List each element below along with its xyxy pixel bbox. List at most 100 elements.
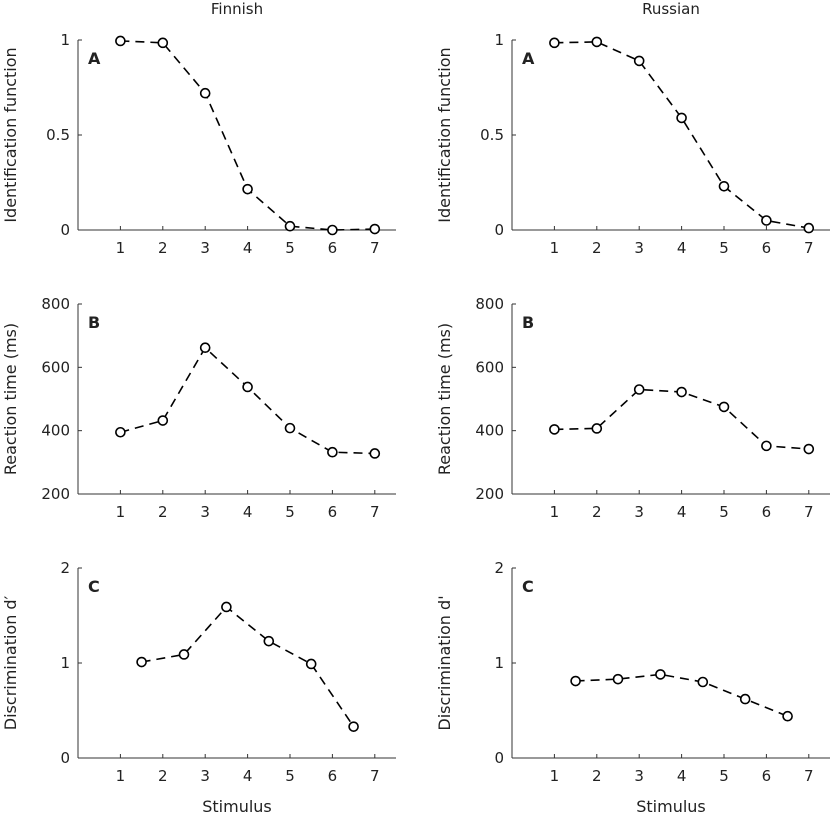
- panel-c-russian-y-tick-label: 2: [494, 559, 504, 577]
- panel-a-finnish-data-point: [284, 220, 296, 232]
- panel-a-russian-y-axis-label: Identification function: [435, 47, 454, 222]
- panel-b-russian-series-line: [554, 388, 809, 450]
- panel-c-finnish-x-tick-label: 2: [158, 767, 168, 785]
- panel-a-russian-data-point: [591, 36, 603, 48]
- panel-a-russian-data-point: [549, 37, 560, 49]
- panel-b-russian-y-axis-label: Reaction time (ms): [435, 323, 454, 475]
- panel-c-finnish-data-point: [305, 658, 317, 670]
- panel-c-finnish-x-tick-label: 7: [370, 767, 380, 785]
- panel-c-finnish-x-tick-label: 4: [243, 767, 253, 785]
- panel-b-finnish-x-tick-label: 4: [243, 503, 253, 521]
- panel-c-finnish-x-tick-label: 3: [200, 767, 210, 785]
- panel-a-russian-y-tick-label: 1: [494, 31, 504, 49]
- panel-a-russian-data-point: [676, 112, 687, 124]
- panel-a-russian-letter: A: [522, 49, 535, 68]
- panel-b-russian-data-point: [761, 440, 772, 452]
- panel-c-russian-data-point: [612, 673, 624, 685]
- panel-b-russian-x-tick-label: 7: [804, 503, 814, 521]
- panel-b-finnish-y-tick-label: 400: [41, 422, 70, 440]
- panel-b-finnish-x-tick-label: 5: [285, 503, 295, 521]
- panel-c-finnish-x-tick-label: 1: [116, 767, 126, 785]
- panel-a-finnish-y-tick-label: 1: [60, 31, 70, 49]
- panel-c-finnish-data-point: [348, 721, 359, 732]
- panel-a-russian-data-point: [803, 222, 815, 234]
- panel-b-finnish-series-line: [120, 346, 375, 455]
- panel-a-russian-series-line: [554, 41, 809, 229]
- panel-c-russian-data-point: [570, 675, 581, 687]
- panel-c-finnish-data-point: [178, 649, 190, 660]
- panel-b-finnish-data-point: [327, 446, 338, 458]
- panel-a-russian-data-point: [761, 215, 772, 226]
- panel-b-finnish-y-axis-label: Reaction time (ms): [1, 323, 20, 475]
- panel-b-finnish-letter: B: [88, 313, 100, 332]
- panel-c-russian-x-tick-label: 5: [719, 767, 729, 785]
- panel-b-russian-data-point: [549, 424, 560, 435]
- panel-b-finnish-x-tick-label: 3: [200, 503, 210, 521]
- panel-a-russian-x-tick-label: 2: [592, 239, 602, 257]
- panel-c-finnish-data-point: [136, 656, 147, 668]
- panel-c-russian-y-axis-label: Discrimination d': [435, 595, 454, 730]
- panel-a-finnish-data-point: [369, 223, 381, 235]
- panel-a-russian-x-tick-label: 3: [634, 239, 644, 257]
- panel-b-russian-data-point: [591, 423, 603, 434]
- panel-b-finnish-data-point: [284, 422, 296, 434]
- panel-c-finnish-y-tick-label: 0: [60, 749, 70, 767]
- panel-c-russian-x-tick-label: 3: [634, 767, 644, 785]
- panel-a-russian-data-point: [633, 55, 645, 67]
- panel-a-finnish-data-point: [327, 224, 338, 236]
- panel-c-russian-x-tick-label: 4: [677, 767, 687, 785]
- panel-c-russian-data-point: [782, 710, 793, 722]
- panel-b-finnish-x-tick-label: 7: [370, 503, 380, 521]
- panel-a-finnish-x-tick-label: 3: [200, 239, 210, 257]
- panel-c-russian-y-tick-label: 0: [494, 749, 504, 767]
- panel-a-finnish-data-point: [115, 35, 126, 47]
- panel-b-russian-data-point: [803, 443, 815, 455]
- panel-a-russian-x-tick-label: 5: [719, 239, 729, 257]
- panel-c-finnish-data-point: [221, 601, 232, 613]
- panel-b-russian-x-tick-label: 3: [634, 503, 644, 521]
- panel-b-finnish-chart: 200 400 600 800 1 2 3 4 5 6 7 Reaction time (ms) B: [1, 295, 396, 521]
- x-axis-label-finnish: Stimulus: [202, 797, 272, 815]
- panel-a-russian-y-tick-label: 0.5: [480, 126, 504, 144]
- panel-b-russian-letter: B: [522, 313, 534, 332]
- panel-b-russian-chart: 200 400 600 800 1 2 3 4 5 6 7 Reaction time (ms) B: [435, 295, 830, 521]
- panel-b-russian-y-tick-label: 800: [475, 295, 504, 313]
- panel-b-russian-data-point: [633, 384, 645, 395]
- panel-b-finnish-y-tick-label: 200: [41, 485, 70, 503]
- panel-a-finnish-chart: 0 0.5 1 1 2 3 4 5 6 7 Identification function A: [1, 31, 396, 257]
- panel-a-finnish-data-point: [199, 87, 211, 99]
- panel-c-finnish-series-line: [141, 605, 355, 728]
- panel-c-russian-letter: C: [522, 577, 534, 596]
- panel-b-finnish-data-point: [242, 381, 253, 393]
- panel-a-finnish-y-tick-label: 0: [60, 221, 70, 239]
- panel-c-finnish-data-point: [263, 635, 275, 647]
- panel-a-finnish-x-tick-label: 4: [243, 239, 253, 257]
- panel-c-finnish-letter: C: [88, 577, 100, 596]
- panel-c-russian-data-point: [655, 669, 666, 680]
- panel-a-finnish-x-tick-label: 6: [328, 239, 338, 257]
- panel-b-finnish-y-tick-label: 800: [41, 295, 70, 313]
- panel-b-russian-x-tick-label: 2: [592, 503, 602, 521]
- panel-c-russian-chart: 0 1 2 1 2 3 4 5 6 7 Discrimination d' C: [435, 559, 830, 785]
- panel-c-russian-x-tick-label: 6: [762, 767, 772, 785]
- panel-b-russian-x-tick-label: 1: [550, 503, 560, 521]
- panel-b-russian-x-tick-label: 4: [677, 503, 687, 521]
- panel-b-russian-x-tick-label: 6: [762, 503, 772, 521]
- panel-a-finnish-x-tick-label: 1: [116, 239, 126, 257]
- panel-b-finnish-data-point: [199, 342, 211, 354]
- panel-a-russian-x-tick-label: 1: [550, 239, 560, 257]
- panel-a-finnish-data-point: [242, 183, 253, 195]
- panel-a-russian-x-tick-label: 7: [804, 239, 814, 257]
- panel-a-finnish-series-line: [120, 40, 375, 231]
- panel-c-russian-x-tick-label: 1: [550, 767, 560, 785]
- panel-a-russian-x-tick-label: 4: [677, 239, 687, 257]
- panel-c-finnish-x-tick-label: 6: [328, 767, 338, 785]
- panel-b-russian-y-tick-label: 200: [475, 485, 504, 503]
- panel-c-finnish-y-tick-label: 1: [60, 654, 70, 672]
- panel-c-russian-y-tick-label: 1: [494, 654, 504, 672]
- panel-c-finnish-x-tick-label: 5: [285, 767, 295, 785]
- panel-b-russian-y-tick-label: 600: [475, 358, 504, 376]
- column-title-finnish: Finnish: [211, 0, 263, 18]
- panel-b-finnish-data-point: [157, 415, 169, 426]
